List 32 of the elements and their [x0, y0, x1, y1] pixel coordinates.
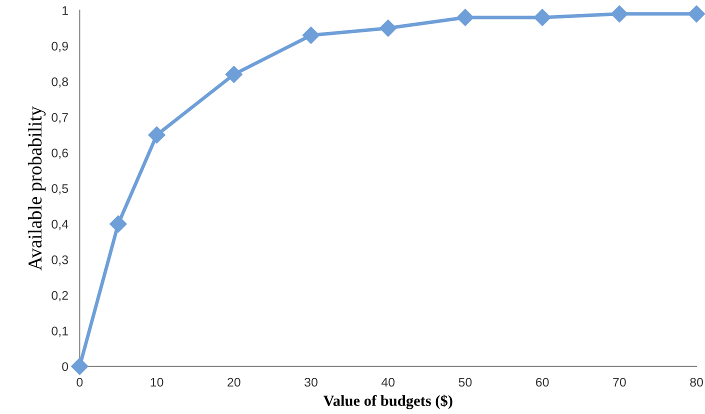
y-tick-label: 0,7: [52, 112, 68, 124]
x-tick-label: 70: [613, 378, 626, 387]
point: [148, 126, 166, 144]
x-tick-label: 20: [228, 378, 240, 387]
y-tick-label: 0,1: [52, 326, 68, 337]
x-tick-label: 10: [150, 378, 164, 387]
point: [71, 358, 88, 375]
y-tick-label: 1: [62, 6, 68, 15]
y-tick-label: 0,5: [52, 184, 68, 194]
y-tick-label: 0,8: [52, 77, 68, 88]
point: [610, 5, 628, 22]
point: [534, 8, 551, 26]
y-tick-label: 0,3: [52, 255, 68, 266]
y-tick-label: 0: [62, 362, 68, 372]
x-tick-label: 50: [458, 378, 472, 387]
x-tick-label: 30: [304, 378, 318, 387]
x-tick-label: 40: [381, 378, 395, 387]
point: [456, 8, 474, 26]
point: [380, 20, 397, 37]
y-axis-title: Available probability: [28, 106, 46, 270]
y-tick-label: 0,6: [52, 148, 68, 159]
point: [688, 5, 705, 22]
y-tick-label: 0,2: [52, 290, 68, 302]
x-axis-title: Value of budgets ($): [323, 394, 452, 410]
point: [225, 66, 242, 83]
x-tick-label: 0: [76, 378, 83, 387]
point: [110, 215, 127, 233]
x-tick-label: 60: [536, 378, 549, 387]
point: [302, 26, 320, 44]
y-tick-label: 0,4: [52, 220, 68, 230]
x-tick-label: 80: [690, 378, 704, 387]
y-tick-label: 0,9: [52, 42, 68, 52]
